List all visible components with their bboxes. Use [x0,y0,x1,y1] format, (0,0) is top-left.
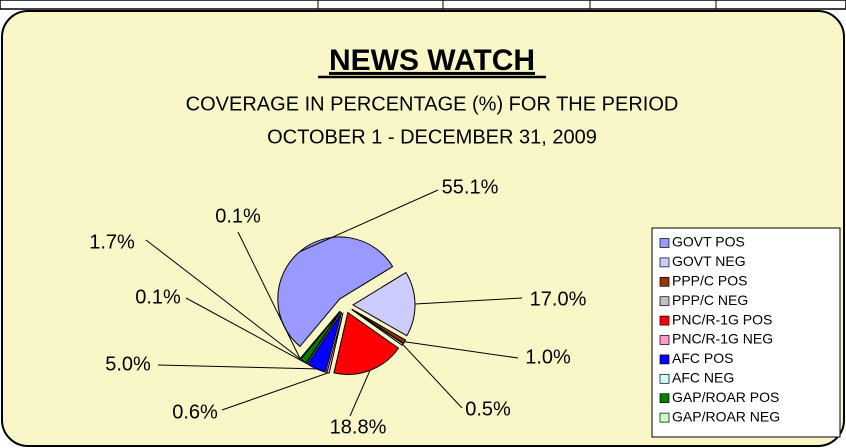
leader-line [185,297,307,364]
leader-line [404,341,519,359]
leader-line [237,231,301,359]
data-label: 1.0% [525,346,571,368]
legend-label: GAP/ROAR POS [672,389,779,405]
legend-label: AFC NEG [672,370,734,386]
legend-swatch [659,276,670,287]
leader-line [157,364,317,370]
leader-line [299,189,439,253]
pie-slice [333,311,400,375]
legend-label: PPP/C NEG [672,292,748,308]
legend-label: GAP/ROAR NEG [672,408,780,424]
chart-panel [1,10,845,447]
data-label: 0.6% [172,401,218,423]
legend-label: GOVT NEG [672,253,746,269]
legend-swatch [659,373,670,384]
leader-line [349,370,371,417]
legend-swatch [659,238,670,248]
legend-label: AFC POS [672,350,733,366]
chart-subtitle: COVERAGE IN PERCENTAGE (%) FOR THE PERIO… [186,93,679,115]
legend-box [651,227,841,438]
data-label: 5.0% [105,353,151,375]
chart-subtitle: OCTOBER 1 - DECEMBER 31, 2009 [267,126,597,148]
data-label: 1.7% [89,231,135,253]
legend-swatch [659,315,670,326]
data-label: 55.1% [442,176,499,198]
legend-swatch [659,354,670,365]
chart-title: NEWS WATCH [329,44,535,77]
pie-slice [352,271,416,337]
pie-slice [351,309,405,346]
data-label: 0.1% [215,205,261,227]
data-label: 0.1% [135,286,181,308]
leader-line [145,239,304,362]
legend-label: GOVT POS [672,234,745,250]
data-label: 18.8% [330,416,387,438]
data-label: 0.5% [465,398,511,420]
leader-line [221,372,329,411]
legend-label: PPP/C POS [672,273,747,289]
data-label: 17.0% [530,288,587,310]
legend-label: PNC/R-1G NEG [672,331,773,347]
legend-swatch [659,335,670,345]
legend-swatch [659,296,670,307]
top-table-strip [0,0,846,10]
leader-line [414,297,523,305]
legend-swatch [659,393,670,404]
legend-swatch [659,257,670,268]
legend-label: PNC/R-1G POS [672,311,772,327]
legend-swatch [659,412,670,423]
leader-line [402,344,463,409]
